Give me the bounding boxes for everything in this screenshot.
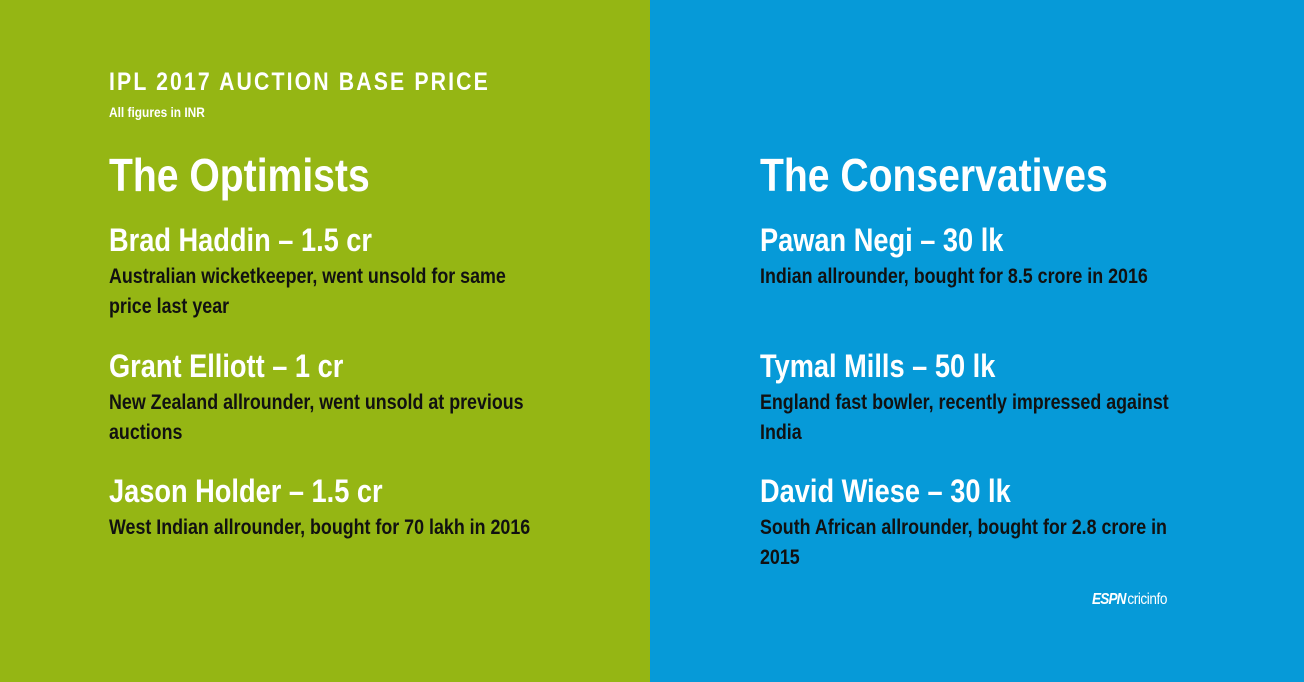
logo-name: cricinfo bbox=[1127, 591, 1168, 608]
item-description: England fast bowler, recently impressed … bbox=[760, 390, 1169, 444]
right-panel bbox=[650, 0, 1304, 682]
column-heading: The Optimists bbox=[109, 149, 370, 201]
subtitle: All figures in INR bbox=[109, 104, 205, 120]
column-heading: The Conservatives bbox=[760, 149, 1108, 201]
item-title: Grant Elliott – 1 cr bbox=[109, 347, 344, 384]
item-title: Brad Haddin – 1.5 cr bbox=[109, 222, 373, 258]
logo-brand: ESPN bbox=[1092, 591, 1126, 608]
item-title: Tymal Mills – 50 lk bbox=[760, 347, 996, 384]
left-panel bbox=[0, 0, 650, 682]
title: IPL 2017 AUCTION BASE PRICE bbox=[109, 68, 490, 96]
item-description: South African allrounder, bought for 2.8… bbox=[760, 516, 1167, 569]
item-title: Pawan Negi – 30 lk bbox=[760, 222, 1004, 258]
item-title: Jason Holder – 1.5 cr bbox=[109, 473, 383, 509]
item-description: West Indian allrounder, bought for 70 la… bbox=[109, 516, 531, 539]
logo: ESPN cricinfo bbox=[1092, 591, 1167, 609]
item-description: New Zealand allrounder, went unsold at p… bbox=[109, 390, 524, 444]
item-description: Australian wicketkeeper, went unsold for… bbox=[109, 265, 506, 318]
item-title: David Wiese – 30 lk bbox=[760, 473, 1011, 509]
item-description: Indian allrounder, bought for 8.5 crore … bbox=[760, 265, 1148, 288]
